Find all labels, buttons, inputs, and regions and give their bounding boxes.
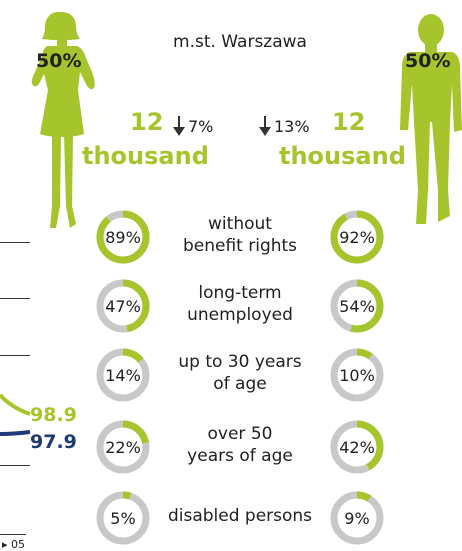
row-label: disabled persons: [160, 505, 320, 527]
ring-label: 9%: [344, 509, 369, 528]
gridline: [0, 465, 30, 466]
female-share: 50%: [36, 50, 82, 72]
row-label: up to 30 years of age: [160, 351, 320, 395]
ring-fill: [330, 279, 384, 333]
male-ring: 92%: [330, 210, 384, 264]
woman-silhouette-icon: [31, 12, 95, 228]
male-ring: 10%: [330, 348, 384, 402]
man-silhouette-icon: [400, 14, 462, 224]
row-label-line2: unemployed: [187, 305, 293, 325]
x-tick-label: 05: [11, 538, 26, 551]
ring-label: 89%: [105, 228, 141, 247]
male-unit: thousand: [279, 142, 406, 170]
ring-fill: [330, 491, 384, 545]
row-label-line2: years of age: [187, 446, 293, 466]
female-ring: 5%: [96, 491, 150, 545]
gridline: [0, 355, 30, 356]
male-change-value: 13%: [274, 116, 310, 136]
female-count: 12: [130, 108, 164, 136]
axis-line: [0, 534, 26, 535]
ring-label: 14%: [105, 366, 141, 385]
male-count: 12: [332, 108, 366, 136]
ring-label: 10%: [339, 366, 375, 385]
arrow-down-icon: [259, 116, 271, 136]
row-label: long-term unemployed: [160, 282, 320, 326]
row-label-line1: up to 30 years: [178, 352, 302, 372]
value-green: 98.9: [30, 404, 77, 426]
trend-lines: [0, 393, 31, 436]
value-navy: 97.9: [30, 431, 77, 453]
ring-fill: [96, 420, 150, 474]
female-ring: 14%: [96, 348, 150, 402]
female-change: 7%: [172, 116, 213, 136]
ring-label: 42%: [339, 438, 375, 457]
gridline: [0, 242, 30, 243]
ring-label: 47%: [105, 297, 141, 316]
male-change: 13%: [258, 116, 310, 136]
ring-label: 92%: [339, 228, 375, 247]
ring-fill: [96, 279, 150, 333]
male-share: 50%: [405, 50, 451, 72]
male-ring: 42%: [330, 420, 384, 474]
gridline: [0, 298, 30, 299]
female-ring: 22%: [96, 420, 150, 474]
ring-fill: [330, 210, 384, 264]
female-unit: thousand: [82, 142, 209, 170]
x-tick: ▸ 05: [2, 538, 25, 551]
row-label-line1: without: [208, 214, 272, 234]
tick-marker: ▸: [2, 538, 8, 551]
female-change-value: 7%: [188, 116, 214, 136]
region-title: m.st. Warszawa: [173, 32, 307, 52]
male-ring: 54%: [330, 279, 384, 333]
ring-fill: [330, 348, 384, 402]
row-label-line1: disabled persons: [167, 506, 313, 526]
row-label-line1: long-term: [198, 283, 282, 303]
row-label: over 50 years of age: [160, 423, 320, 467]
arrow-down-icon: [173, 116, 185, 136]
ring-fill: [96, 491, 150, 545]
ring-fill: [96, 210, 150, 264]
row-label: without benefit rights: [160, 213, 320, 257]
ring-fill: [330, 420, 384, 474]
row-label-line2: of age: [213, 374, 267, 394]
row-label-line2: benefit rights: [182, 236, 298, 256]
ring-fill: [96, 348, 150, 402]
ring-label: 22%: [105, 438, 141, 457]
row-label-line1: over 50: [207, 424, 273, 444]
male-ring: 9%: [330, 491, 384, 545]
ring-label: 5%: [110, 509, 135, 528]
ring-label: 54%: [339, 297, 375, 316]
female-ring: 89%: [96, 210, 150, 264]
female-ring: 47%: [96, 279, 150, 333]
